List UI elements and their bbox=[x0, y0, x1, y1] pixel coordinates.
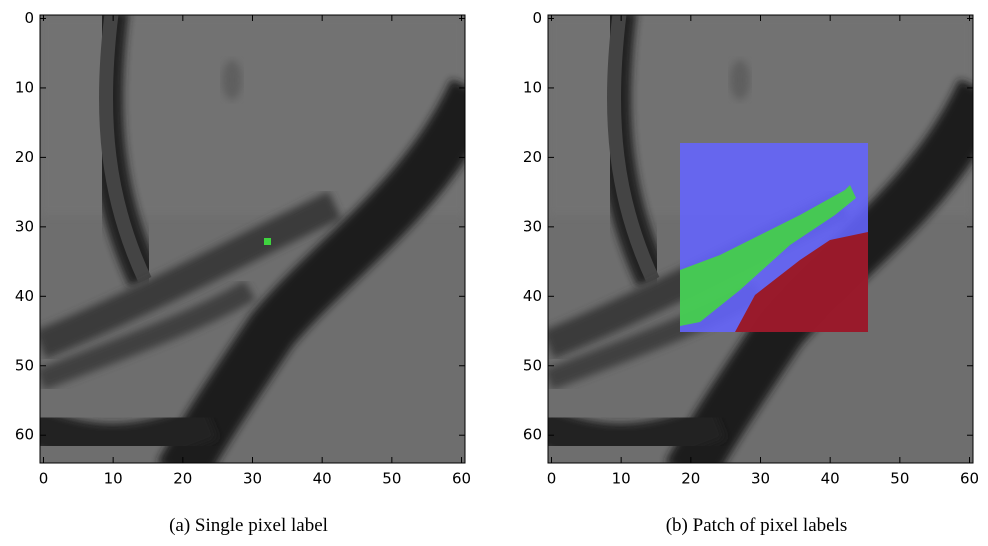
x-tick-label: 0 bbox=[39, 470, 49, 488]
x-tick-label: 50 bbox=[382, 470, 401, 488]
y-tick-label: 20 bbox=[523, 148, 542, 166]
x-tick-label: 10 bbox=[104, 470, 123, 488]
x-tick-label: 60 bbox=[960, 470, 979, 488]
image-b bbox=[538, 10, 983, 475]
x-tick-label: 20 bbox=[681, 470, 700, 488]
x-tick-label: 20 bbox=[173, 470, 192, 488]
y-tick-label: 40 bbox=[15, 287, 34, 305]
y-tick-label: 40 bbox=[523, 287, 542, 305]
patch-green bbox=[680, 185, 856, 326]
y-tick-label: 60 bbox=[523, 426, 542, 444]
y-tick-label: 50 bbox=[523, 356, 542, 374]
image-a bbox=[30, 10, 475, 475]
y-tick-label: 60 bbox=[15, 426, 34, 444]
y-tick-label: 20 bbox=[15, 148, 34, 166]
x-tick-label: 50 bbox=[890, 470, 909, 488]
y-tick-label: 30 bbox=[15, 217, 34, 235]
y-tick-label: 10 bbox=[15, 78, 34, 96]
y-tick-label: 10 bbox=[523, 78, 542, 96]
x-tick-label: 40 bbox=[313, 470, 332, 488]
pixel-label bbox=[264, 238, 271, 245]
x-tick-label: 60 bbox=[452, 470, 471, 488]
patch-red bbox=[735, 232, 868, 332]
caption: (a) Single pixel label bbox=[169, 515, 328, 536]
y-tick-label: 0 bbox=[24, 9, 34, 27]
y-tick-label: 30 bbox=[523, 217, 542, 235]
y-tick-label: 0 bbox=[532, 9, 542, 27]
x-tick-label: 30 bbox=[243, 470, 262, 488]
x-tick-label: 10 bbox=[612, 470, 631, 488]
caption: (b) Patch of pixel labels bbox=[666, 515, 848, 536]
y-tick-label: 50 bbox=[15, 356, 34, 374]
x-tick-label: 40 bbox=[821, 470, 840, 488]
x-tick-label: 30 bbox=[751, 470, 770, 488]
x-tick-label: 0 bbox=[547, 470, 557, 488]
